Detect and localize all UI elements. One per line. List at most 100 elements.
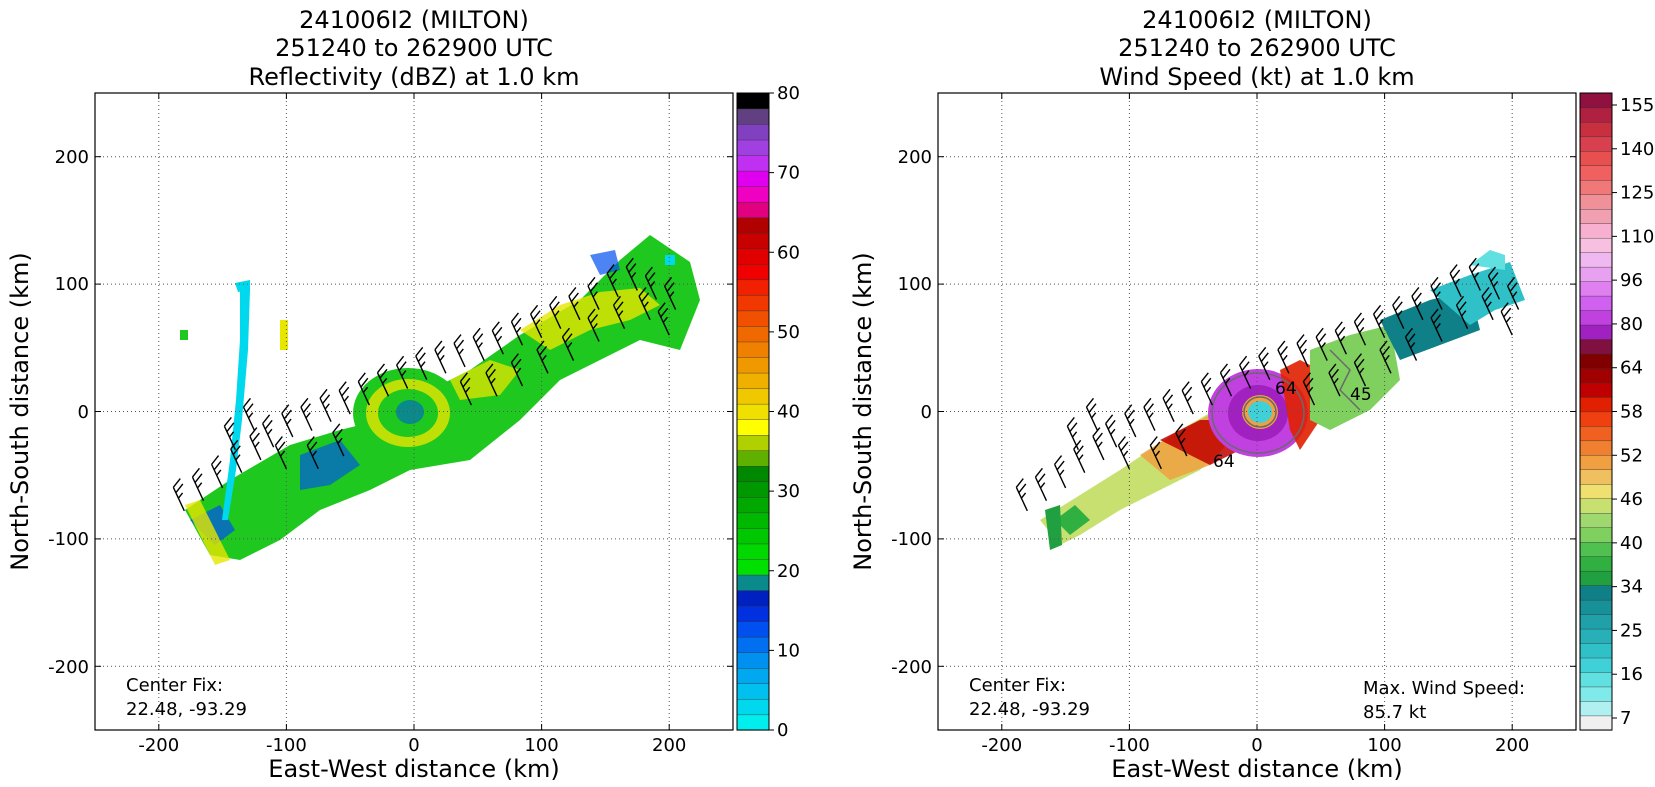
colorbar-tick-label: 64 xyxy=(1620,358,1643,379)
colorbar-tick-label: 96 xyxy=(1620,270,1643,291)
right-xtick-label: -200 xyxy=(981,735,1022,756)
colorbar-swatch xyxy=(1579,136,1613,152)
colorbar-swatch xyxy=(1579,266,1613,282)
colorbar-swatch xyxy=(1579,309,1613,326)
wind-barb xyxy=(1219,363,1233,397)
colorbar-swatch xyxy=(736,589,770,607)
colorbar-swatch xyxy=(736,186,770,203)
left-ytick-label: 0 xyxy=(78,402,89,423)
max-wind-speed-value: 85.7 kt xyxy=(1363,702,1426,723)
colorbar-tick-label: 34 xyxy=(1620,577,1643,598)
colorbar-swatch xyxy=(1579,121,1613,138)
wind-barb xyxy=(1105,414,1118,448)
colorbar-swatch xyxy=(1579,585,1613,601)
left-xtick-label: 0 xyxy=(408,735,419,756)
colorbar-swatch xyxy=(1579,512,1613,528)
wind-barb xyxy=(1181,381,1194,415)
wind-barb xyxy=(587,276,600,310)
colorbar-swatch xyxy=(736,217,770,234)
right-colorbar xyxy=(1579,92,1613,731)
wind-barb xyxy=(332,423,345,457)
wind-barb xyxy=(1372,304,1386,338)
left-colorbar-ticks: 0 10 20 30 40 50 60 70 80 xyxy=(769,83,800,741)
wind-barb xyxy=(281,404,294,438)
right-wind-barbs xyxy=(1015,257,1520,512)
colorbar-swatch xyxy=(1579,715,1613,731)
contour-label: 45 xyxy=(1350,385,1372,405)
colorbar-swatch xyxy=(1579,92,1613,109)
max-wind-speed-label: Max. Wind Speed: xyxy=(1363,678,1525,699)
wind-barb xyxy=(1238,355,1252,389)
wind-barb xyxy=(242,397,256,431)
colorbar-swatch xyxy=(736,496,770,514)
colorbar-swatch xyxy=(736,450,770,467)
colorbar-swatch xyxy=(736,434,770,451)
colorbar-swatch xyxy=(736,574,770,591)
wind-barb xyxy=(657,302,670,336)
colorbar-swatch xyxy=(1579,411,1613,427)
colorbar-swatch xyxy=(736,170,770,187)
colorbar-swatch xyxy=(736,356,770,374)
colorbar-tick-label: 0 xyxy=(777,720,788,741)
colorbar-swatch xyxy=(736,714,770,731)
wind-barb xyxy=(1411,287,1424,321)
colorbar-swatch xyxy=(1579,700,1613,717)
right-xtick-label: -100 xyxy=(1109,735,1150,756)
colorbar-swatch xyxy=(736,683,770,700)
colorbar-swatch xyxy=(736,636,770,653)
right-ytick-label: -200 xyxy=(891,657,932,678)
colorbar-swatch xyxy=(1579,657,1613,673)
colorbar-swatch xyxy=(736,543,770,560)
colorbar-swatch xyxy=(736,232,770,249)
colorbar-swatch xyxy=(1579,295,1613,311)
colorbar-tick-label: 70 xyxy=(777,163,800,184)
colorbar-swatch xyxy=(736,123,770,141)
colorbar-tick-label: 80 xyxy=(777,83,800,104)
left-xtick-label: 100 xyxy=(524,735,558,756)
wind-barb xyxy=(1092,427,1105,461)
left-x-axis-label: East-West distance (km) xyxy=(268,755,559,783)
wind-barb xyxy=(338,381,351,415)
colorbar-swatch xyxy=(1579,469,1613,485)
wind-barb xyxy=(1315,327,1328,361)
colorbar-tick-label: 125 xyxy=(1620,183,1654,204)
right-y-axis-label: North-South distance (km) xyxy=(849,252,877,571)
colorbar-swatch xyxy=(1579,541,1613,557)
wind-barb xyxy=(1353,312,1367,346)
right-center-fix-value: 22.48, -93.29 xyxy=(969,699,1090,720)
colorbar-swatch xyxy=(1579,353,1613,369)
wind-barb xyxy=(319,388,332,422)
wind-barb xyxy=(210,455,224,489)
wind-barb xyxy=(549,295,562,329)
right-plot-area: 64 64 45 xyxy=(938,93,1576,730)
colorbar-swatch xyxy=(736,341,770,358)
colorbar-swatch xyxy=(736,108,770,125)
colorbar-tick-label: 7 xyxy=(1620,708,1631,729)
colorbar-tick-label: 52 xyxy=(1620,445,1643,466)
colorbar-swatch xyxy=(1579,483,1613,499)
wind-barb xyxy=(472,327,485,361)
colorbar-swatch xyxy=(736,92,770,110)
wind-barb xyxy=(1034,467,1048,501)
colorbar-swatch xyxy=(736,310,770,327)
colorbar-swatch xyxy=(736,481,770,498)
colorbar-tick-label: 40 xyxy=(1620,533,1643,554)
colorbar-swatch xyxy=(1579,252,1613,268)
colorbar-swatch xyxy=(736,419,770,436)
wind-barb xyxy=(1392,295,1405,329)
colorbar-swatch xyxy=(1579,367,1613,384)
wind-barb xyxy=(1053,455,1067,489)
contour-label: 64 xyxy=(1213,452,1235,472)
wind-barb xyxy=(306,436,319,470)
wind-barb xyxy=(459,372,473,406)
left-plot-area xyxy=(95,93,733,730)
wind-barb xyxy=(223,416,236,451)
wind-barb xyxy=(1117,436,1131,470)
wind-barb xyxy=(510,312,524,346)
wind-barb xyxy=(1468,257,1481,291)
colorbar-swatch xyxy=(736,512,770,529)
wind-barb xyxy=(357,372,370,406)
colorbar-swatch xyxy=(1579,686,1613,702)
colorbar-swatch xyxy=(1579,338,1613,355)
wind-barb xyxy=(1506,276,1520,310)
